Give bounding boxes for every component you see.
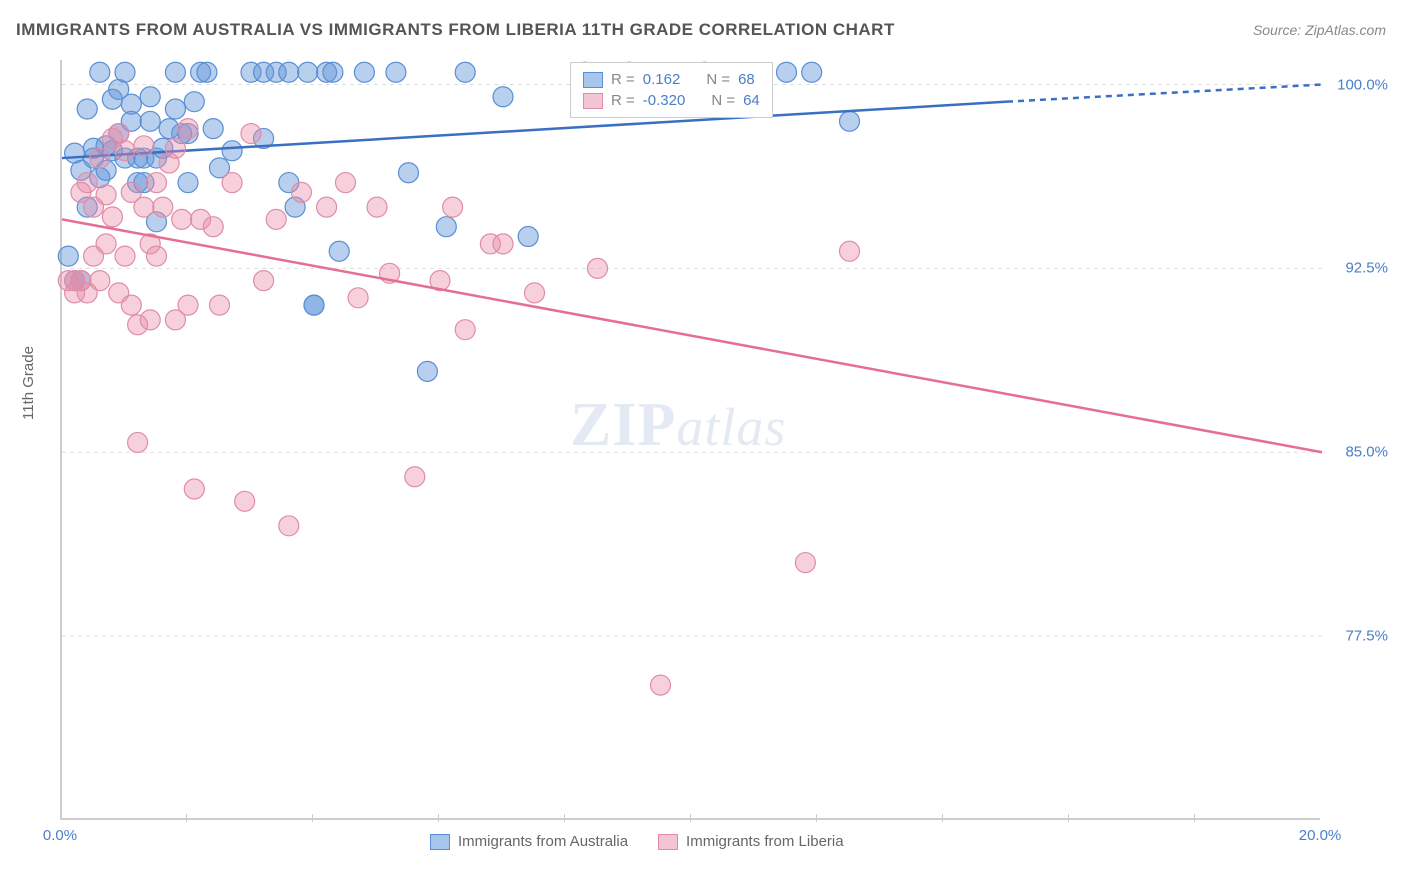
legend-item: Immigrants from Liberia bbox=[658, 833, 844, 850]
y-tick-label: 77.5% bbox=[1345, 628, 1388, 645]
r-value: -0.320 bbox=[643, 92, 686, 109]
r-label: R = bbox=[611, 71, 635, 88]
y-tick-label: 100.0% bbox=[1337, 76, 1388, 93]
legend-row: R = 0.162 N = 68 bbox=[583, 69, 760, 90]
swatch-pink bbox=[658, 834, 678, 850]
chart-svg bbox=[62, 60, 1320, 818]
chart-title: IMMIGRANTS FROM AUSTRALIA VS IMMIGRANTS … bbox=[16, 20, 895, 40]
x-tick-mark bbox=[564, 814, 565, 822]
x-tick-mark bbox=[690, 814, 691, 822]
x-tick-mark bbox=[942, 814, 943, 822]
x-tick-mark bbox=[1194, 814, 1195, 822]
legend-item: Immigrants from Australia bbox=[430, 833, 628, 850]
r-label: R = bbox=[611, 92, 635, 109]
legend-stats: R = 0.162 N = 68 R = -0.320 N = 64 bbox=[570, 62, 773, 118]
swatch-blue bbox=[583, 72, 603, 88]
x-tick-mark bbox=[312, 814, 313, 822]
n-label: N = bbox=[706, 71, 730, 88]
n-value: 64 bbox=[743, 92, 760, 109]
x-tick-mark bbox=[438, 814, 439, 822]
legend-row: R = -0.320 N = 64 bbox=[583, 90, 760, 111]
n-value: 68 bbox=[738, 71, 755, 88]
n-label: N = bbox=[711, 92, 735, 109]
y-tick-label: 85.0% bbox=[1345, 444, 1388, 461]
r-value: 0.162 bbox=[643, 71, 681, 88]
y-tick-label: 92.5% bbox=[1345, 260, 1388, 277]
x-tick-mark bbox=[186, 814, 187, 822]
x-tick-mark bbox=[816, 814, 817, 822]
x-tick-label: 0.0% bbox=[43, 827, 77, 844]
swatch-pink bbox=[583, 93, 603, 109]
x-tick-mark bbox=[1068, 814, 1069, 822]
source-attribution: Source: ZipAtlas.com bbox=[1253, 22, 1386, 38]
legend-label: Immigrants from Liberia bbox=[686, 833, 844, 850]
x-tick-label: 20.0% bbox=[1299, 827, 1342, 844]
legend-series: Immigrants from Australia Immigrants fro… bbox=[430, 833, 844, 850]
y-axis-label: 11th Grade bbox=[20, 346, 37, 420]
plot-area bbox=[60, 60, 1320, 820]
legend-label: Immigrants from Australia bbox=[458, 833, 628, 850]
swatch-blue bbox=[430, 834, 450, 850]
